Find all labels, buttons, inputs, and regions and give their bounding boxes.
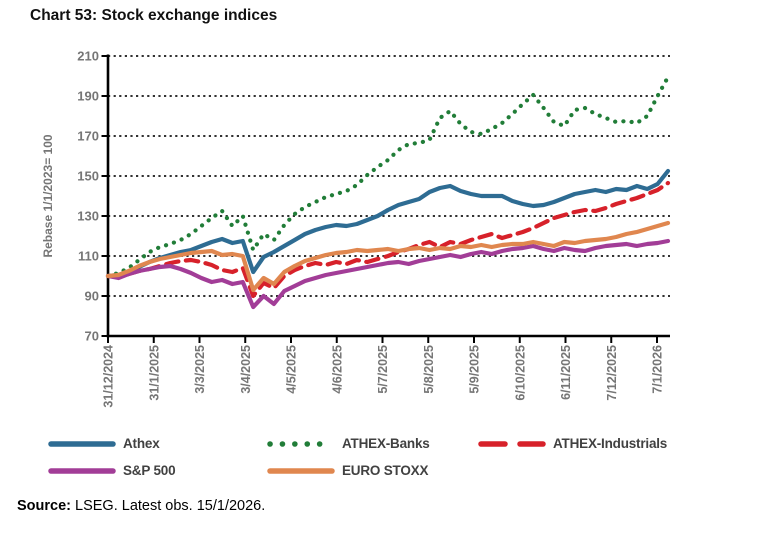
x-tick-label: 5/9/2025 — [468, 345, 482, 394]
x-tick-label: 7/1/2026 — [651, 345, 665, 394]
chart-legend: Athex ATHEX-Banks ATHEX-Industrials S&P 500… — [48, 430, 748, 484]
series-line-s-p-500 — [105, 238, 671, 310]
y-tick-label: 110 — [78, 249, 99, 264]
x-tick-label: 4/6/2025 — [330, 345, 344, 394]
y-tick-label: 190 — [77, 89, 99, 104]
y-axis-title: Rebase 1/1/2023= 100 — [41, 134, 55, 257]
chart-svg: 70 90 110 130 150 170 190 210 31/12/2024 31/1/202… — [41, 49, 671, 408]
y-tick-label: 90 — [85, 289, 99, 304]
legend-label: ATHEX-Banks — [342, 436, 430, 451]
legend-item-s-p-500: S&P 500 — [48, 457, 267, 484]
legend-label: Athex — [123, 436, 160, 451]
source-text: LSEG. Latest obs. 15/1/2026. — [71, 498, 266, 514]
legend-item-athex: Athex — [48, 430, 267, 457]
y-tick-label: 170 — [77, 129, 99, 144]
legend-label: S&P 500 — [123, 463, 176, 478]
x-tick-label: 3/3/2025 — [193, 345, 207, 394]
legend-swatch-solid — [48, 440, 116, 447]
legend-swatch-dotted — [267, 440, 335, 447]
legend-label: ATHEX-Industrials — [553, 436, 668, 451]
series-line-athex-industrials — [105, 180, 671, 299]
series-line-euro-stoxx — [105, 220, 671, 293]
y-tick-label: 70 — [85, 329, 99, 344]
series-line-athex — [105, 168, 671, 279]
legend-label: EURO STOXX — [342, 463, 429, 478]
x-tick-label: 31/12/2024 — [102, 345, 116, 408]
source-line: Source: LSEG. Latest obs. 15/1/2026. — [17, 498, 265, 514]
x-tick-label: 5/8/2025 — [422, 345, 436, 394]
series-line-athex-banks — [105, 74, 671, 279]
chart-title: Chart 53: Stock exchange indices — [30, 7, 278, 24]
x-tick-label: 5/7/2025 — [376, 345, 390, 394]
y-tick-label: 130 — [77, 209, 99, 224]
x-tick-label: 4/5/2025 — [285, 345, 299, 394]
legend-item-athex-banks: ATHEX-Banks — [267, 430, 478, 457]
x-tick-label: 7/12/2025 — [605, 345, 619, 401]
x-tick-label: 6/11/2025 — [559, 345, 573, 400]
x-tick-label: 31/1/2025 — [147, 345, 161, 401]
x-tick-label: 6/10/2025 — [513, 345, 527, 401]
y-tick-label: 210 — [77, 49, 99, 64]
legend-item-athex-industrials: ATHEX-Industrials — [478, 430, 748, 457]
legend-item-euro-stoxx: EURO STOXX — [267, 457, 478, 484]
source-label: Source: — [17, 498, 71, 514]
legend-swatch-dashed — [478, 440, 546, 447]
x-tick-label: 3/4/2025 — [239, 345, 253, 394]
legend-swatch-solid — [48, 467, 116, 474]
y-tick-label: 150 — [77, 169, 99, 184]
legend-swatch-solid — [267, 467, 335, 474]
